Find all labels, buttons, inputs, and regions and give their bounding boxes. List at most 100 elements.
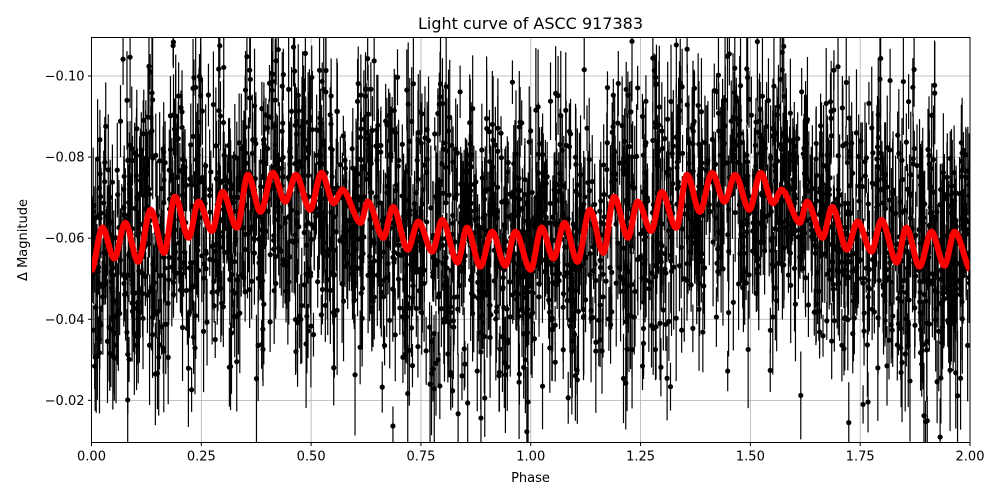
data-point xyxy=(424,219,430,225)
data-point xyxy=(495,125,501,131)
data-point xyxy=(557,141,563,148)
data-point xyxy=(494,304,500,310)
data-point xyxy=(167,113,174,119)
data-point xyxy=(628,109,634,115)
data-point xyxy=(217,113,224,119)
data-point xyxy=(860,401,866,408)
data-point xyxy=(337,162,343,168)
data-point xyxy=(802,230,808,236)
data-point xyxy=(468,277,474,283)
data-point xyxy=(670,143,676,149)
data-point xyxy=(696,141,702,147)
data-point xyxy=(255,275,261,282)
data-point xyxy=(470,106,476,112)
data-point xyxy=(912,322,918,328)
data-point xyxy=(120,56,126,62)
data-point xyxy=(907,378,913,384)
data-point xyxy=(542,192,548,199)
data-point xyxy=(792,301,799,307)
data-point xyxy=(318,312,324,318)
data-point xyxy=(213,143,219,149)
data-point xyxy=(547,200,553,207)
data-point xyxy=(707,208,713,215)
data-point xyxy=(572,373,578,379)
data-point xyxy=(236,140,242,146)
data-point xyxy=(887,77,893,84)
data-point xyxy=(619,123,625,129)
data-point xyxy=(822,204,829,210)
data-point xyxy=(383,118,389,124)
data-point xyxy=(179,109,185,115)
data-point xyxy=(286,214,292,220)
data-point xyxy=(908,193,914,199)
data-point xyxy=(289,108,295,114)
data-point xyxy=(443,84,449,90)
data-point xyxy=(489,121,495,128)
data-point xyxy=(302,50,308,56)
data-point xyxy=(498,130,504,136)
data-point xyxy=(517,263,523,269)
data-point xyxy=(265,125,271,131)
data-point xyxy=(221,152,227,158)
data-point xyxy=(842,315,848,321)
data-point xyxy=(813,140,819,147)
data-point xyxy=(772,162,778,168)
data-point xyxy=(695,102,701,109)
data-point xyxy=(334,108,340,114)
data-point xyxy=(219,217,226,223)
data-point xyxy=(286,86,292,92)
data-point xyxy=(275,46,281,53)
data-point xyxy=(232,154,238,160)
data-point xyxy=(269,87,275,93)
data-point xyxy=(562,244,568,250)
data-point xyxy=(260,244,266,250)
data-point xyxy=(835,64,841,70)
data-point xyxy=(455,411,461,417)
data-point xyxy=(553,160,559,166)
data-point xyxy=(659,145,666,152)
data-point xyxy=(587,250,593,257)
data-point xyxy=(377,200,383,206)
data-point xyxy=(791,265,798,272)
data-point xyxy=(329,147,335,153)
data-point xyxy=(290,44,297,50)
data-point xyxy=(880,292,887,298)
data-point xyxy=(607,265,613,271)
data-point xyxy=(186,265,193,271)
data-point xyxy=(705,160,711,167)
data-point xyxy=(434,199,440,206)
data-point xyxy=(732,209,738,216)
data-point xyxy=(226,364,232,370)
data-point xyxy=(403,262,409,268)
data-point xyxy=(101,264,108,270)
data-point xyxy=(127,142,133,148)
data-point xyxy=(550,280,556,286)
data-point xyxy=(772,285,778,291)
data-point xyxy=(101,200,107,206)
data-point xyxy=(851,315,857,321)
data-point xyxy=(536,281,542,287)
data-point xyxy=(574,377,580,383)
data-point xyxy=(956,191,963,197)
data-point xyxy=(577,171,584,178)
data-point xyxy=(486,129,493,135)
data-point xyxy=(220,119,227,126)
data-point xyxy=(776,226,782,232)
data-point xyxy=(524,429,530,435)
data-point xyxy=(603,278,609,284)
data-point xyxy=(839,342,845,348)
data-point xyxy=(690,325,696,331)
data-point xyxy=(748,112,754,118)
data-point xyxy=(127,197,133,203)
data-point xyxy=(829,259,836,265)
data-point xyxy=(800,265,806,271)
data-point xyxy=(652,263,658,269)
data-point xyxy=(227,247,233,253)
data-point xyxy=(157,158,163,164)
data-point xyxy=(247,67,253,73)
data-point xyxy=(888,279,894,285)
data-point xyxy=(203,163,209,169)
data-point xyxy=(667,384,674,390)
data-point xyxy=(521,218,527,224)
